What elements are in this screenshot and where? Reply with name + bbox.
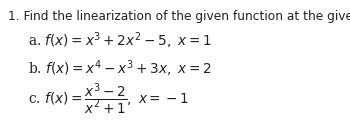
Text: b. $f(x) = x^4 - x^3 + 3x,\ x = 2$: b. $f(x) = x^4 - x^3 + 3x,\ x = 2$	[28, 58, 212, 79]
Text: c. $f(x) = \dfrac{x^3 - 2}{x^2 + 1},\ x = -1$: c. $f(x) = \dfrac{x^3 - 2}{x^2 + 1},\ x …	[28, 82, 189, 118]
Text: a. $f(x) = x^3 + 2x^2 - 5,\ x = 1$: a. $f(x) = x^3 + 2x^2 - 5,\ x = 1$	[28, 30, 212, 51]
Text: 1. Find the linearization of the given function at the given point.: 1. Find the linearization of the given f…	[8, 10, 350, 23]
